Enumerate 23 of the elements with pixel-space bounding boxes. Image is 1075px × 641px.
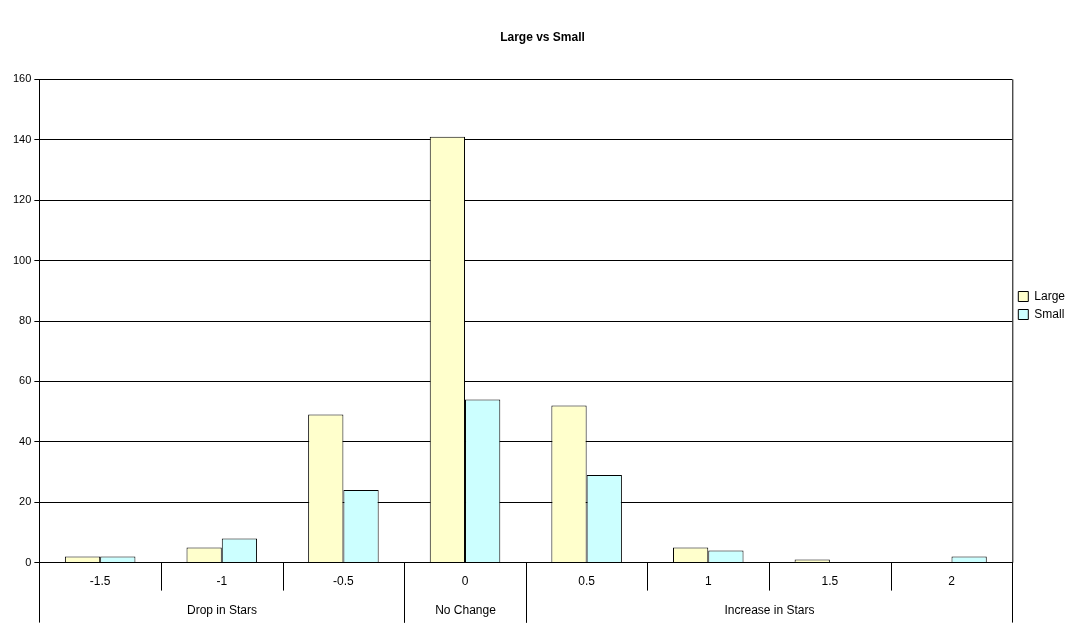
x-tick-label: 0	[461, 574, 469, 589]
x-tick-label: 1	[704, 574, 712, 589]
y-tick-label: 160	[12, 72, 32, 85]
text: Increase in Stars	[724, 602, 815, 617]
y-tick-label: 60	[19, 374, 32, 387]
legend-label: Small	[1034, 306, 1065, 321]
y-tick-label: 100	[12, 253, 32, 266]
x-tick-label: 2	[948, 574, 956, 589]
y-tick-label: 40	[19, 434, 32, 447]
text: Drop in Stars	[186, 602, 258, 617]
x-tick-label: -0.5	[333, 574, 355, 589]
x-tick-label: -1	[216, 574, 228, 589]
y-tick-label: 120	[12, 193, 32, 206]
chart-title: Large vs Small	[500, 29, 585, 44]
x-tick-label: 1.5	[821, 574, 839, 589]
y-tick-label: 0	[25, 555, 32, 568]
y-tick-label: 140	[12, 132, 32, 145]
text: No Change	[435, 602, 497, 617]
y-tick-label: 20	[19, 495, 32, 508]
x-tick-label: -1.5	[89, 574, 111, 589]
x-tick-label: 0.5	[578, 574, 596, 589]
y-tick-label: 80	[19, 314, 32, 327]
legend-label: Large	[1034, 288, 1066, 303]
